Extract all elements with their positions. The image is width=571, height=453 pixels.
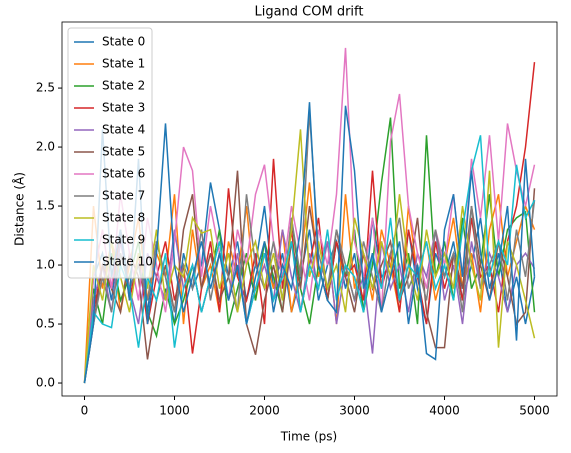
legend-label: State 3 <box>102 101 145 115</box>
x-tick-label: 1000 <box>159 404 190 418</box>
axes-frame <box>61 21 558 397</box>
x-axis-label: Time (ps) <box>280 430 337 444</box>
legend-label: State 8 <box>102 211 145 225</box>
x-tick-label: 3000 <box>339 404 370 418</box>
legend-label: State 9 <box>102 233 145 247</box>
y-tick-label: 1.5 <box>36 199 55 213</box>
plot-area <box>83 47 536 384</box>
series-line <box>83 182 536 384</box>
y-tick-label: 1.0 <box>36 258 55 272</box>
y-tick-label: 2.0 <box>36 140 55 154</box>
y-tick-label: 2.5 <box>36 81 55 95</box>
legend-label: State 6 <box>102 167 145 181</box>
legend-label: State 4 <box>102 123 145 137</box>
x-tick-label: 2000 <box>249 404 280 418</box>
series-line <box>83 102 536 384</box>
x-tick-label: 5000 <box>519 404 550 418</box>
legend-label: State 0 <box>102 35 145 49</box>
legend-label: State 5 <box>102 145 145 159</box>
legend-label: State 10 <box>102 255 153 269</box>
x-tick-label: 0 <box>81 404 89 418</box>
y-tick-label: 0.5 <box>36 317 55 331</box>
legend-label: State 1 <box>102 57 145 71</box>
legend-label: State 7 <box>102 189 145 203</box>
chart-title: Ligand COM drift <box>254 5 363 20</box>
y-axis-label: Distance (Å) <box>12 172 27 246</box>
x-tick-label: 4000 <box>429 404 460 418</box>
legend-box <box>67 27 153 279</box>
series-line <box>83 129 536 384</box>
legend-label: State 2 <box>102 79 145 93</box>
y-tick-label: 0.0 <box>36 376 55 390</box>
